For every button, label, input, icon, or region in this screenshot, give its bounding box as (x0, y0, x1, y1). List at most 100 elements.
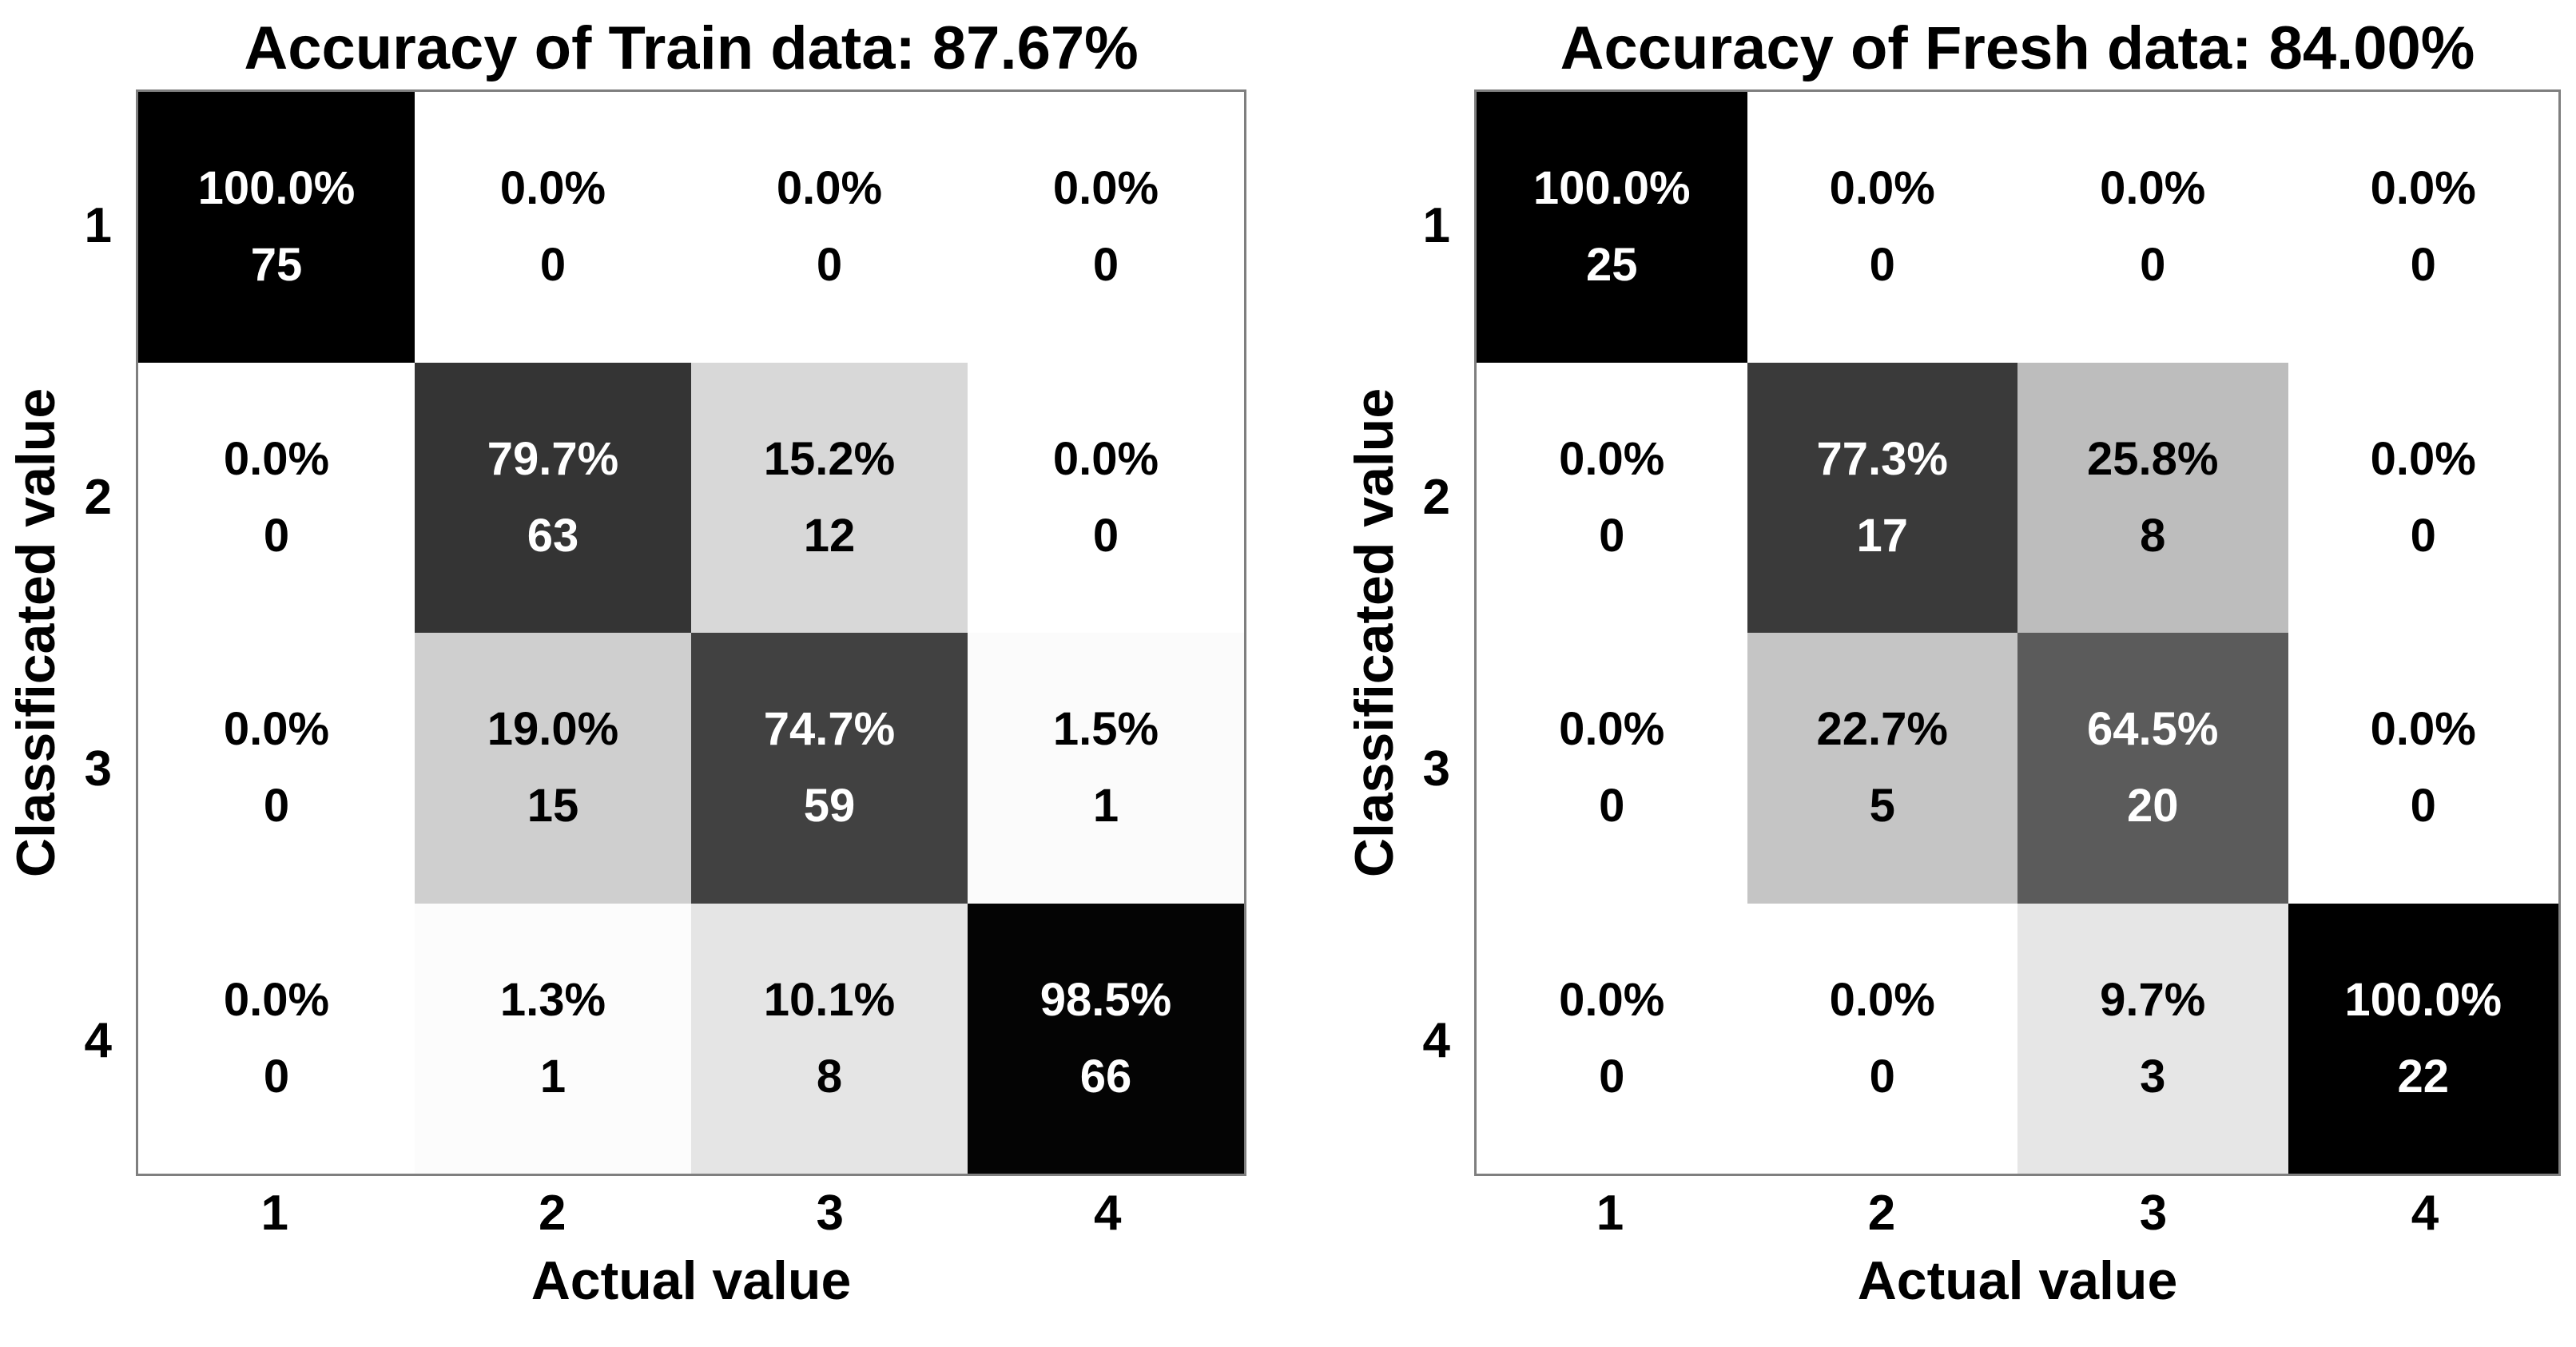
matrix-cell: 100.0% 22 (2288, 903, 2558, 1174)
matrix-cell: 9.7% 3 (2017, 903, 2288, 1174)
x-tick-label: 2 (539, 1185, 566, 1241)
cell-count: 3 (2140, 1050, 2166, 1103)
matrix-cell: 25.8% 8 (2017, 362, 2288, 633)
matrix-cell: 10.1% 8 (691, 903, 968, 1174)
cell-count: 8 (816, 1050, 843, 1103)
cell-count: 0 (1092, 239, 1119, 292)
cell-percent: 0.0% (1829, 162, 1935, 215)
cell-count: 0 (1869, 239, 1895, 292)
matrix-cell: 0.0% 0 (968, 92, 1244, 363)
cell-count: 0 (1599, 780, 1625, 832)
cell-percent: 1.5% (1052, 703, 1159, 756)
cell-count: 0 (816, 239, 843, 292)
y-tick-label: 2 (84, 469, 112, 525)
cell-percent: 0.0% (1052, 432, 1159, 485)
cell-percent: 25.8% (2087, 432, 2219, 485)
cell-count: 0 (1599, 1050, 1625, 1103)
cell-percent: 1.3% (499, 973, 606, 1026)
cell-percent: 98.5% (1040, 973, 1172, 1026)
cell-count: 66 (1079, 1050, 1132, 1103)
matrix-cell: 64.5% 20 (2017, 633, 2288, 904)
x-tick-label: 4 (1094, 1185, 1122, 1241)
cell-count: 0 (539, 239, 566, 292)
train-y-axis-label: Classificated value (6, 89, 66, 1176)
matrix-cell: 0.0% 0 (415, 92, 691, 363)
matrix-cell: 0.0% 0 (1477, 903, 1747, 1174)
matrix-cell: 0.0% 0 (691, 92, 968, 363)
cell-percent: 64.5% (2087, 703, 2219, 756)
cell-percent: 100.0% (1532, 162, 1691, 215)
matrix-cell: 98.5% 66 (968, 903, 1244, 1174)
matrix-cell: 77.3% 17 (1747, 362, 2017, 633)
cell-percent: 0.0% (2370, 703, 2476, 756)
cell-percent: 0.0% (1559, 703, 1665, 756)
matrix-cell: 79.7% 63 (415, 362, 691, 633)
cell-percent: 9.7% (2100, 973, 2206, 1026)
matrix-cell: 0.0% 0 (2288, 92, 2558, 363)
x-tick-label: 2 (1867, 1185, 1896, 1241)
cell-percent: 0.0% (223, 703, 330, 756)
cell-percent: 0.0% (1559, 432, 1665, 485)
matrix-cell: 0.0% 0 (1747, 92, 2017, 363)
cell-percent: 0.0% (223, 973, 330, 1026)
cell-count: 0 (2410, 239, 2436, 292)
matrix-cell: 0.0% 0 (138, 362, 415, 633)
y-tick-label: 3 (1422, 741, 1450, 797)
cell-count: 22 (2397, 1050, 2449, 1103)
cell-count: 59 (803, 780, 856, 832)
matrix-cell: 74.7% 59 (691, 633, 968, 904)
y-tick-label: 1 (84, 197, 112, 253)
train-y-axis-label-text: Classificated value (6, 387, 66, 878)
cell-count: 0 (1869, 1050, 1895, 1103)
cell-count: 1 (1092, 780, 1119, 832)
train-y-ticks: 1 2 3 4 (64, 89, 136, 1176)
train-panel-title: Accuracy of Train data: 87.67% (244, 14, 1139, 82)
cell-percent: 10.1% (763, 973, 896, 1026)
train-confusion-matrix: 100.0% 75 0.0% 0 0.0% 0 0.0% 0 0.0% 0 79.7% 63 15.2%… (136, 89, 1246, 1176)
cell-percent: 0.0% (1052, 162, 1159, 215)
cell-count: 15 (527, 780, 579, 832)
cell-count: 0 (2140, 239, 2166, 292)
matrix-cell: 0.0% 0 (2017, 92, 2288, 363)
matrix-cell: 0.0% 0 (968, 362, 1244, 633)
cell-percent: 100.0% (2344, 973, 2502, 1026)
cell-count: 63 (527, 509, 579, 562)
x-tick-label: 1 (1596, 1185, 1624, 1241)
x-tick-label: 3 (2139, 1185, 2168, 1241)
matrix-cell: 0.0% 0 (1747, 903, 2017, 1174)
cell-percent: 0.0% (1829, 973, 1935, 1026)
y-tick-label: 3 (84, 741, 112, 797)
cell-count: 8 (2140, 509, 2166, 562)
cell-count: 0 (2410, 509, 2436, 562)
y-tick-label: 2 (1422, 469, 1450, 525)
fresh-data-panel: Accuracy of Fresh data: 84.00% Classific… (1344, 6, 2561, 1329)
matrix-cell: 1.5% 1 (968, 633, 1244, 904)
cell-percent: 0.0% (2370, 432, 2476, 485)
cell-percent: 15.2% (763, 432, 896, 485)
y-tick-label: 1 (1422, 197, 1450, 253)
cell-count: 20 (2126, 780, 2179, 832)
cell-percent: 22.7% (1816, 703, 1948, 756)
matrix-cell: 100.0% 25 (1477, 92, 1747, 363)
matrix-cell: 0.0% 0 (1477, 633, 1747, 904)
cell-count: 5 (1869, 780, 1895, 832)
y-tick-label: 4 (84, 1012, 112, 1068)
cell-count: 0 (263, 1050, 290, 1103)
cell-percent: 79.7% (487, 432, 619, 485)
matrix-cell: 100.0% 75 (138, 92, 415, 363)
train-x-axis-label: Actual value (531, 1250, 852, 1311)
matrix-cell: 0.0% 0 (2288, 362, 2558, 633)
cell-count: 75 (250, 239, 303, 292)
cell-count: 0 (263, 780, 290, 832)
cell-percent: 74.7% (763, 703, 896, 756)
cell-percent: 0.0% (2100, 162, 2206, 215)
cell-percent: 0.0% (776, 162, 883, 215)
fresh-y-ticks: 1 2 3 4 (1402, 89, 1474, 1176)
cell-count: 0 (2410, 780, 2436, 832)
cell-percent: 0.0% (1559, 973, 1665, 1026)
matrix-cell: 0.0% 0 (2288, 633, 2558, 904)
cell-count: 1 (539, 1050, 566, 1103)
cell-count: 25 (1585, 239, 1638, 292)
fresh-y-axis-label-text: Classificated value (1344, 387, 1405, 878)
cell-count: 17 (1856, 509, 1908, 562)
